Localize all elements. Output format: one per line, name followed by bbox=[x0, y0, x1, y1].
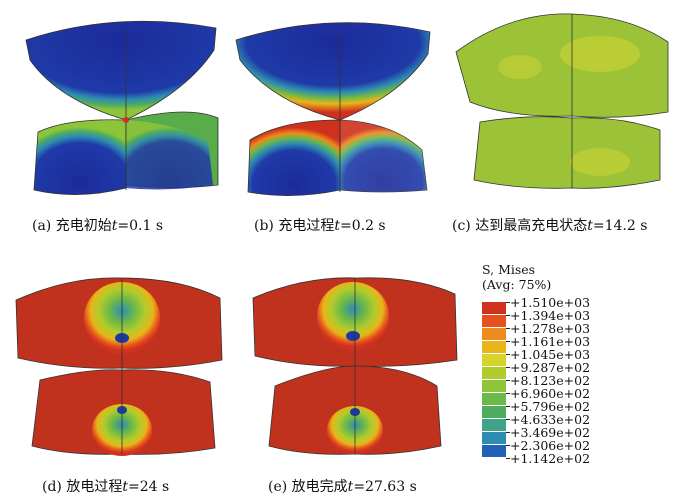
caption-e-var: t bbox=[347, 479, 354, 495]
legend-tick bbox=[506, 354, 510, 355]
caption-e: (e) 放电完成t=27.63 s bbox=[268, 476, 417, 496]
caption-c-var: t bbox=[587, 218, 593, 234]
legend-tick bbox=[506, 432, 510, 433]
legend-value: +9.287e+02 bbox=[510, 360, 591, 375]
panel-c-image bbox=[450, 12, 675, 197]
legend-value: +1.161e+03 bbox=[510, 334, 591, 349]
legend-swatch bbox=[482, 432, 506, 444]
caption-d-value: =24 s bbox=[127, 479, 170, 495]
caption-a-value: =0.1 s bbox=[117, 218, 164, 234]
legend-value: +3.469e+02 bbox=[510, 425, 591, 440]
caption-a-var: t bbox=[111, 218, 118, 234]
caption-a-label: (a) 充电初始 bbox=[32, 218, 112, 234]
legend-value: +1.045e+03 bbox=[510, 347, 591, 362]
stress-legend: S, Mises (Avg: 75%) +1.510e+03 +1.394e+03… bbox=[470, 262, 700, 502]
legend-swatch bbox=[482, 445, 506, 457]
legend-tick bbox=[506, 458, 510, 459]
legend-swatch bbox=[482, 315, 506, 327]
legend-tick bbox=[506, 315, 510, 316]
caption-d-var: t bbox=[122, 479, 128, 495]
caption-a: (a) 充电初始t=0.1 s bbox=[32, 215, 163, 235]
legend-tick bbox=[506, 328, 510, 329]
panel-e-image bbox=[245, 270, 467, 468]
legend-value: +6.960e+02 bbox=[510, 386, 591, 401]
legend-tick bbox=[506, 367, 510, 368]
legend-value: +1.394e+03 bbox=[510, 308, 591, 323]
legend-swatch bbox=[482, 367, 506, 379]
legend-tick bbox=[506, 341, 510, 342]
caption-d-label: (d) 放电过程 bbox=[42, 479, 123, 495]
panel-b-image bbox=[232, 10, 437, 200]
legend-tick bbox=[506, 380, 510, 381]
caption-b-var: t bbox=[334, 218, 340, 234]
legend-tick bbox=[506, 419, 510, 420]
legend-swatch bbox=[482, 354, 506, 366]
legend-swatch bbox=[482, 341, 506, 353]
legend-value: +2.306e+02 bbox=[510, 438, 591, 453]
caption-b-value: =0.2 s bbox=[339, 218, 386, 234]
caption-b: (b) 充电过程t=0.2 s bbox=[254, 215, 386, 235]
caption-e-value: =27.63 s bbox=[353, 479, 417, 495]
legend-swatch bbox=[482, 328, 506, 340]
legend-tick bbox=[506, 445, 510, 446]
panel-a-image bbox=[18, 10, 223, 200]
legend-subtitle: (Avg: 75%) bbox=[482, 277, 552, 292]
caption-c-label: (c) 达到最高充电状态 bbox=[452, 218, 588, 234]
legend-title: S, Mises bbox=[482, 262, 536, 277]
legend-value: +8.123e+02 bbox=[510, 373, 591, 388]
legend-value: +4.633e+02 bbox=[510, 412, 591, 427]
legend-value: +1.510e+03 bbox=[510, 295, 591, 310]
legend-swatch bbox=[482, 302, 506, 314]
legend-tick bbox=[506, 302, 510, 303]
caption-d: (d) 放电过程t=24 s bbox=[42, 476, 169, 496]
legend-value: +1.142e+02 bbox=[510, 451, 591, 466]
caption-c: (c) 达到最高充电状态t=14.2 s bbox=[452, 215, 647, 235]
legend-swatch bbox=[482, 406, 506, 418]
legend-swatch bbox=[482, 419, 506, 431]
caption-e-label: (e) 放电完成 bbox=[268, 479, 348, 495]
legend-tick bbox=[506, 393, 510, 394]
caption-b-label: (b) 充电过程 bbox=[254, 218, 335, 234]
legend-value: +1.278e+03 bbox=[510, 321, 591, 336]
legend-tick bbox=[506, 406, 510, 407]
panel-d-image bbox=[10, 270, 232, 468]
legend-swatch bbox=[482, 393, 506, 405]
legend-value: +5.796e+02 bbox=[510, 399, 591, 414]
legend-swatch bbox=[482, 380, 506, 392]
caption-c-value: =14.2 s bbox=[592, 218, 648, 234]
